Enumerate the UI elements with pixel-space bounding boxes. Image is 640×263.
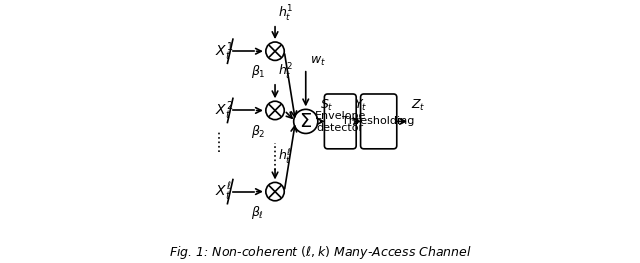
Text: Fig. 1: Non-coherent $(\ell, k)$ Many-Access Channel: Fig. 1: Non-coherent $(\ell, k)$ Many-Ac…	[168, 244, 472, 261]
Text: $w_t$: $w_t$	[310, 54, 326, 68]
Text: $Z_t$: $Z_t$	[411, 98, 426, 113]
Circle shape	[294, 109, 318, 133]
Text: $X_t^1$: $X_t^1$	[215, 40, 233, 63]
FancyBboxPatch shape	[324, 94, 356, 149]
Text: $S_t$: $S_t$	[319, 98, 333, 113]
Text: $\beta_1$: $\beta_1$	[251, 63, 266, 80]
Text: $X_t^2$: $X_t^2$	[215, 99, 233, 122]
Text: $\beta_\ell$: $\beta_\ell$	[251, 204, 264, 221]
Text: $Y_t$: $Y_t$	[354, 98, 367, 113]
Circle shape	[266, 42, 284, 60]
Circle shape	[266, 182, 284, 201]
Text: $h_t^\ell$: $h_t^\ell$	[278, 147, 292, 166]
Text: Thresholding: Thresholding	[342, 117, 415, 127]
Text: $\Sigma$: $\Sigma$	[300, 112, 312, 131]
Text: Envelope: Envelope	[315, 111, 366, 121]
Text: detector: detector	[317, 123, 364, 133]
Text: $\beta_2$: $\beta_2$	[251, 123, 266, 139]
Text: $X_t^\ell$: $X_t^\ell$	[215, 181, 231, 202]
Circle shape	[266, 101, 284, 120]
Text: $h_t^1$: $h_t^1$	[278, 4, 293, 24]
Text: $h_t^2$: $h_t^2$	[278, 62, 293, 82]
FancyBboxPatch shape	[360, 94, 397, 149]
